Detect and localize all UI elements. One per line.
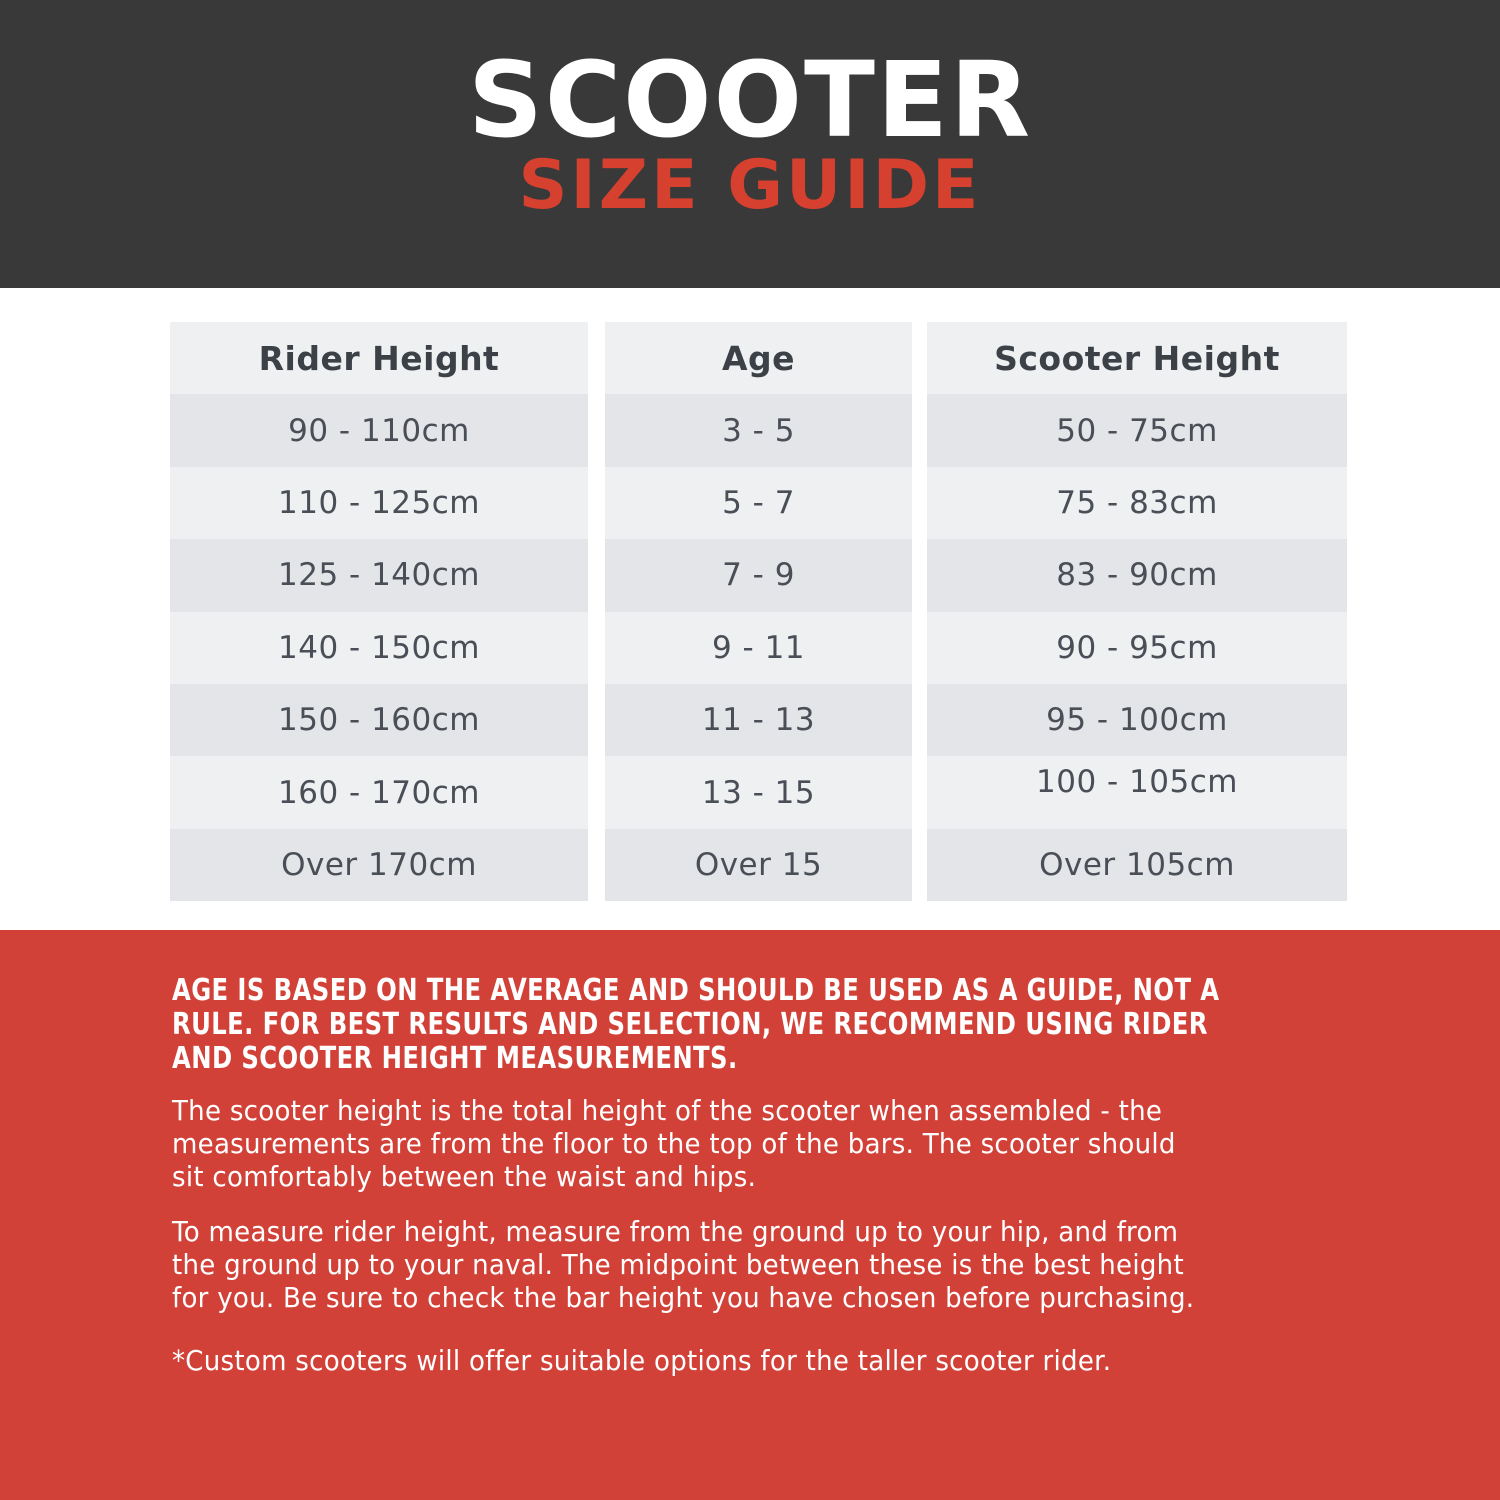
paragraph-line: the ground up to your naval. The midpoin… xyxy=(172,1248,1184,1281)
table-cell: 160 - 170cm xyxy=(170,756,588,829)
age-column: Age 3 - 5 5 - 7 7 - 9 9 - 11 11 - 13 13 … xyxy=(605,322,912,902)
scooter-height-paragraph: The scooter height is the total height o… xyxy=(172,1094,1269,1193)
table-cell: 150 - 160cm xyxy=(170,683,588,757)
headline-line: RULE. FOR BEST RESULTS AND SELECTION, WE… xyxy=(172,1007,1208,1042)
table-cell: Over 105cm xyxy=(927,828,1347,902)
poster-subtitle: SIZE GUIDE xyxy=(518,146,982,225)
table-cell: 95 - 100cm xyxy=(927,683,1347,757)
table-cell: 7 - 9 xyxy=(605,539,912,612)
info-text-block: AGE IS BASED ON THE AVERAGE AND SHOULD B… xyxy=(172,974,1352,1399)
paragraph-line: sit comfortably between the waist and hi… xyxy=(172,1160,757,1193)
info-band: AGE IS BASED ON THE AVERAGE AND SHOULD B… xyxy=(0,930,1500,1500)
paragraph-line: *Custom scooters will offer suitable opt… xyxy=(172,1344,1112,1377)
paragraph-line: measurements are from the floor to the t… xyxy=(172,1127,1176,1160)
column-header-scooter-height: Scooter Height xyxy=(927,322,1347,395)
headline-line: AND SCOOTER HEIGHT MEASUREMENTS. xyxy=(172,1041,738,1076)
table-cell: 13 - 15 xyxy=(605,756,912,829)
table-cell: 125 - 140cm xyxy=(170,539,588,612)
table-cell: 5 - 7 xyxy=(605,466,912,540)
paragraph-line: To measure rider height, measure from th… xyxy=(172,1215,1179,1248)
column-header-age: Age xyxy=(605,322,912,395)
rider-height-paragraph: To measure rider height, measure from th… xyxy=(172,1215,1269,1314)
table-cell: 110 - 125cm xyxy=(170,466,588,540)
age-disclaimer-headline: AGE IS BASED ON THE AVERAGE AND SHOULD B… xyxy=(172,973,1220,1076)
title-band: SCOOTER SIZE GUIDE xyxy=(0,0,1500,288)
rider-height-column: Rider Height 90 - 110cm 110 - 125cm 125 … xyxy=(170,322,588,902)
table-cell: 90 - 110cm xyxy=(170,394,588,467)
table-cell: 100 - 105cm xyxy=(927,756,1347,829)
scooter-height-column: Scooter Height 50 - 75cm 75 - 83cm 83 - … xyxy=(927,322,1347,902)
table-cell: 11 - 13 xyxy=(605,683,912,757)
table-cell: 83 - 90cm xyxy=(927,539,1347,612)
table-cell: 140 - 150cm xyxy=(170,611,588,684)
headline-line: AGE IS BASED ON THE AVERAGE AND SHOULD B… xyxy=(172,973,1220,1008)
table-cell: 75 - 83cm xyxy=(927,466,1347,540)
table-cell: 90 - 95cm xyxy=(927,611,1347,684)
table-cell: 50 - 75cm xyxy=(927,394,1347,467)
poster-title: SCOOTER xyxy=(467,39,1033,161)
paragraph-line: for you. Be sure to check the bar height… xyxy=(172,1281,1195,1314)
table-cell: 9 - 11 xyxy=(605,611,912,684)
table-cell: Over 15 xyxy=(605,828,912,902)
custom-scooter-note: *Custom scooters will offer suitable opt… xyxy=(172,1344,1269,1377)
column-header-rider-height: Rider Height xyxy=(170,322,588,395)
paragraph-line: The scooter height is the total height o… xyxy=(172,1094,1163,1127)
table-cell: Over 170cm xyxy=(170,828,588,902)
table-cell: 3 - 5 xyxy=(605,394,912,467)
